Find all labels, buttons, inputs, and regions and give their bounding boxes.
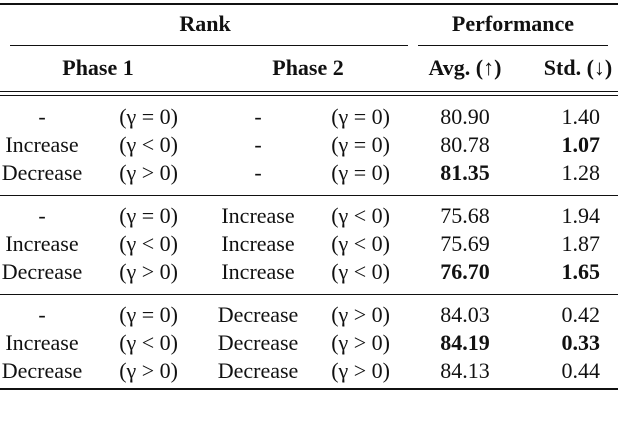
phase-label: Increase xyxy=(5,132,79,157)
std-value: 1.94 xyxy=(561,203,601,228)
std-value: 0.33 xyxy=(561,330,601,355)
column-header: Avg. (↑) xyxy=(428,55,502,80)
avg-value: 80.78 xyxy=(440,132,490,157)
avg-value: 84.19 xyxy=(440,330,490,355)
phase-condition: (γ < 0) xyxy=(331,259,390,284)
std-value: 1.28 xyxy=(561,160,601,185)
std-value: 1.07 xyxy=(561,132,601,157)
std-value: 1.87 xyxy=(561,231,601,256)
phase-condition: (γ > 0) xyxy=(119,160,178,185)
std-value: 0.44 xyxy=(561,358,601,383)
column-header: Std. (↓) xyxy=(543,55,613,80)
phase-label: - xyxy=(38,302,46,327)
phase-condition: (γ < 0) xyxy=(331,231,390,256)
avg-value: 76.70 xyxy=(440,259,490,284)
phase-label: Increase xyxy=(221,259,295,284)
phase-label: Decrease xyxy=(1,160,83,185)
phase-label: Decrease xyxy=(1,358,83,383)
avg-value: 80.90 xyxy=(440,104,490,129)
phase-condition: (γ = 0) xyxy=(119,203,178,228)
phase-label: Decrease xyxy=(217,302,299,327)
avg-value: 84.03 xyxy=(440,302,490,327)
phase-label: Decrease xyxy=(217,358,299,383)
avg-value: 81.35 xyxy=(440,160,490,185)
std-value: 0.42 xyxy=(561,302,601,327)
phase-label: - xyxy=(254,132,262,157)
phase-label: - xyxy=(38,203,46,228)
header-rule xyxy=(0,95,618,96)
phase-label: Increase xyxy=(5,231,79,256)
phase-label: Increase xyxy=(5,330,79,355)
phase-label: - xyxy=(38,104,46,129)
phase-condition: (γ = 0) xyxy=(119,302,178,327)
phase-label: Increase xyxy=(221,231,295,256)
std-value: 1.65 xyxy=(561,259,601,284)
phase-condition: (γ > 0) xyxy=(331,330,390,355)
phase-condition: (γ > 0) xyxy=(331,358,390,383)
top-rule xyxy=(0,3,618,5)
phase-condition: (γ = 0) xyxy=(119,104,178,129)
phase-condition: (γ > 0) xyxy=(119,259,178,284)
column-header: Phase 1 xyxy=(62,55,134,80)
phase-condition: (γ > 0) xyxy=(119,358,178,383)
group-rule xyxy=(10,45,408,46)
avg-value: 75.69 xyxy=(440,231,490,256)
phase-label: - xyxy=(254,160,262,185)
phase-condition: (γ < 0) xyxy=(331,203,390,228)
section-rule xyxy=(0,195,618,196)
phase-condition: (γ < 0) xyxy=(119,330,178,355)
phase-condition: (γ > 0) xyxy=(331,302,390,327)
phase-label: Decrease xyxy=(217,330,299,355)
phase-label: Increase xyxy=(221,203,295,228)
phase-condition: (γ = 0) xyxy=(331,132,390,157)
group-rule xyxy=(418,45,608,46)
std-value: 1.40 xyxy=(561,104,601,129)
phase-condition: (γ < 0) xyxy=(119,231,178,256)
phase-condition: (γ = 0) xyxy=(331,104,390,129)
column-header: Phase 2 xyxy=(272,55,344,80)
section-rule xyxy=(0,294,618,295)
bottom-rule xyxy=(0,388,618,390)
group-header: Performance xyxy=(451,11,575,36)
avg-value: 75.68 xyxy=(440,203,490,228)
phase-condition: (γ = 0) xyxy=(331,160,390,185)
header-rule xyxy=(0,91,618,92)
phase-label: Decrease xyxy=(1,259,83,284)
group-header: Rank xyxy=(179,11,231,36)
phase-label: - xyxy=(254,104,262,129)
avg-value: 84.13 xyxy=(440,358,490,383)
phase-condition: (γ < 0) xyxy=(119,132,178,157)
